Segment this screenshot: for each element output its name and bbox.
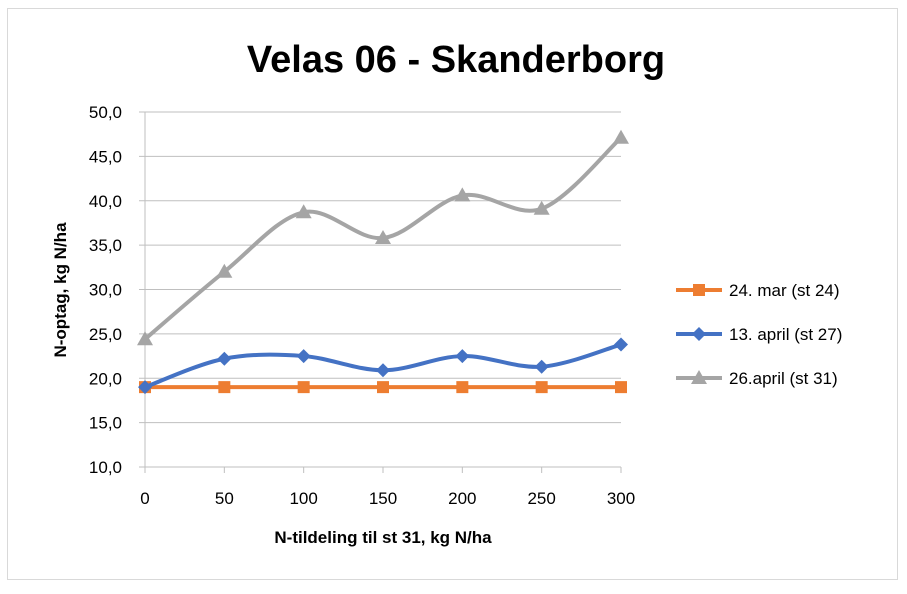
legend-label: 13. april (st 27): [729, 325, 842, 344]
data-point-diamond: [692, 327, 706, 341]
y-axis-label: N-optag, kg N/ha: [51, 222, 70, 358]
data-point-triangle: [216, 263, 233, 278]
data-point-diamond: [376, 363, 390, 378]
y-tick-label: 10,0: [89, 458, 122, 477]
chart-title: Velas 06 - Skanderborg: [247, 39, 665, 81]
series: [139, 381, 627, 394]
data-point-diamond: [455, 349, 470, 364]
x-axis-label: N-tildeling til st 31, kg N/ha: [274, 528, 492, 547]
y-tick-label: 45,0: [89, 147, 122, 166]
x-tick-label: 250: [527, 489, 555, 508]
series: [137, 129, 629, 346]
y-tick-label: 30,0: [89, 281, 122, 300]
y-tick-label: 35,0: [89, 236, 122, 255]
legend-item: 26.april (st 31): [676, 369, 838, 388]
x-tick-label: 50: [215, 489, 234, 508]
x-tick-label: 300: [607, 489, 635, 508]
data-point-square: [218, 381, 231, 394]
data-point-triangle: [454, 187, 471, 202]
data-point-square: [615, 381, 627, 394]
data-point-square: [456, 381, 469, 394]
data-point-square: [377, 381, 389, 394]
legend-label: 24. mar (st 24): [729, 281, 840, 300]
data-point-diamond: [138, 380, 152, 395]
data-point-triangle: [295, 204, 312, 219]
data-point-diamond: [614, 337, 628, 352]
legend-label: 26.april (st 31): [729, 369, 838, 388]
x-tick-label: 100: [289, 489, 317, 508]
data-point-diamond: [217, 351, 232, 366]
series: [138, 337, 628, 395]
x-tick-label: 150: [369, 489, 397, 508]
data-point-triangle: [691, 370, 707, 384]
data-point-triangle: [613, 129, 629, 144]
y-tick-label: 25,0: [89, 325, 122, 344]
data-point-triangle: [375, 230, 391, 245]
data-point-triangle: [137, 331, 153, 346]
data-point-diamond: [296, 349, 311, 364]
y-tick-label: 15,0: [89, 414, 122, 433]
chart-border: [7, 8, 898, 580]
y-tick-label: 40,0: [89, 192, 122, 211]
legend-item: 13. april (st 27): [676, 325, 842, 344]
data-point-square: [693, 284, 705, 296]
data-point-square: [535, 381, 548, 394]
data-point-triangle: [533, 200, 550, 215]
legend-item: 24. mar (st 24): [676, 281, 840, 300]
data-point-diamond: [534, 359, 549, 374]
data-point-square: [297, 381, 310, 394]
x-tick-label: 0: [140, 489, 149, 508]
y-tick-label: 20,0: [89, 369, 122, 388]
x-tick-label: 200: [448, 489, 476, 508]
y-tick-label: 50,0: [89, 103, 122, 122]
